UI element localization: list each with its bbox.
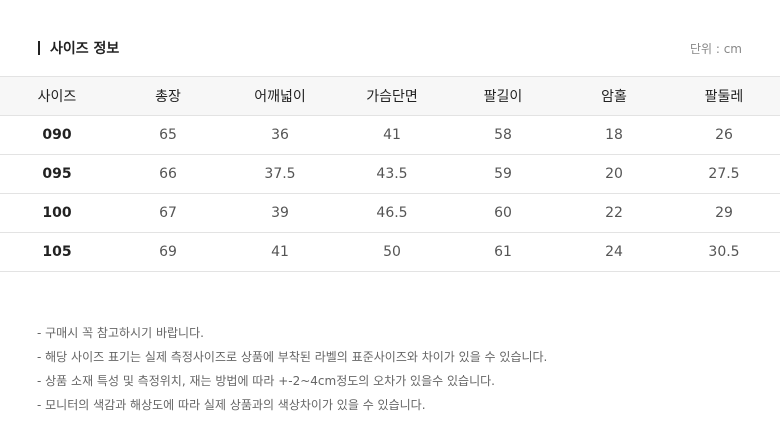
measure-cell: 50 — [338, 232, 446, 272]
size-cell: 105 — [0, 232, 114, 272]
measure-cell: 39 — [222, 193, 338, 233]
note-item: - 구매시 꼭 참고하시기 바랍니다. — [37, 326, 204, 340]
table-row: 100 67 39 46.5 60 22 29 — [0, 193, 780, 233]
measure-cell: 43.5 — [338, 154, 446, 194]
table-row: 105 69 41 50 61 24 30.5 — [0, 232, 780, 272]
column-header: 팔둘레 — [668, 76, 780, 116]
size-cell: 090 — [0, 115, 114, 155]
measure-cell: 41 — [222, 232, 338, 272]
column-header: 사이즈 — [0, 76, 114, 116]
measure-cell: 46.5 — [338, 193, 446, 233]
measure-cell: 27.5 — [668, 154, 780, 194]
measure-cell: 66 — [114, 154, 222, 194]
measure-cell: 24 — [560, 232, 668, 272]
measure-cell: 58 — [446, 115, 560, 155]
measure-cell: 65 — [114, 115, 222, 155]
column-header: 암홀 — [560, 76, 668, 116]
measure-cell: 69 — [114, 232, 222, 272]
measure-cell: 26 — [668, 115, 780, 155]
column-header: 어깨넓이 — [222, 76, 338, 116]
column-header: 총장 — [114, 76, 222, 116]
unit-label: 단위 : cm — [689, 42, 742, 56]
measure-cell: 67 — [114, 193, 222, 233]
note-item: - 상품 소재 특성 및 측정위치, 재는 방법에 따라 +-2~4cm정도의 … — [37, 374, 495, 388]
measure-cell: 59 — [446, 154, 560, 194]
measure-cell: 36 — [222, 115, 338, 155]
column-header: 가슴단면 — [338, 76, 446, 116]
measure-cell: 20 — [560, 154, 668, 194]
note-item: - 모니터의 색감과 해상도에 따라 실제 상품과의 색상차이가 있을 수 있습… — [37, 398, 426, 412]
size-cell: 095 — [0, 154, 114, 194]
section-title: 사이즈 정보 — [50, 41, 120, 57]
measure-cell: 41 — [338, 115, 446, 155]
measure-cell: 22 — [560, 193, 668, 233]
note-item: - 해당 사이즈 표기는 실제 측정사이즈로 상품에 부착된 라벨의 표준사이즈… — [37, 350, 548, 364]
measure-cell: 30.5 — [668, 232, 780, 272]
notes-list: - 구매시 꼭 참고하시기 바랍니다. - 해당 사이즈 표기는 실제 측정사이즈… — [37, 321, 547, 417]
size-table: 사이즈 총장 어깨넓이 가슴단면 팔길이 암홀 팔둘레 090 65 36 41 58 18 26 095… — [0, 76, 780, 272]
measure-cell: 37.5 — [222, 154, 338, 194]
measure-cell: 61 — [446, 232, 560, 272]
measure-cell: 18 — [560, 115, 668, 155]
measure-cell: 60 — [446, 193, 560, 233]
size-cell: 100 — [0, 193, 114, 233]
table-row: 095 66 37.5 43.5 59 20 27.5 — [0, 154, 780, 194]
table-row: 090 65 36 41 58 18 26 — [0, 115, 780, 155]
title-bar-mark — [38, 41, 40, 55]
section-header: 사이즈 정보 — [38, 38, 119, 58]
table-header-row: 사이즈 총장 어깨넓이 가슴단면 팔길이 암홀 팔둘레 — [0, 76, 780, 116]
column-header: 팔길이 — [446, 76, 560, 116]
measure-cell: 29 — [668, 193, 780, 233]
